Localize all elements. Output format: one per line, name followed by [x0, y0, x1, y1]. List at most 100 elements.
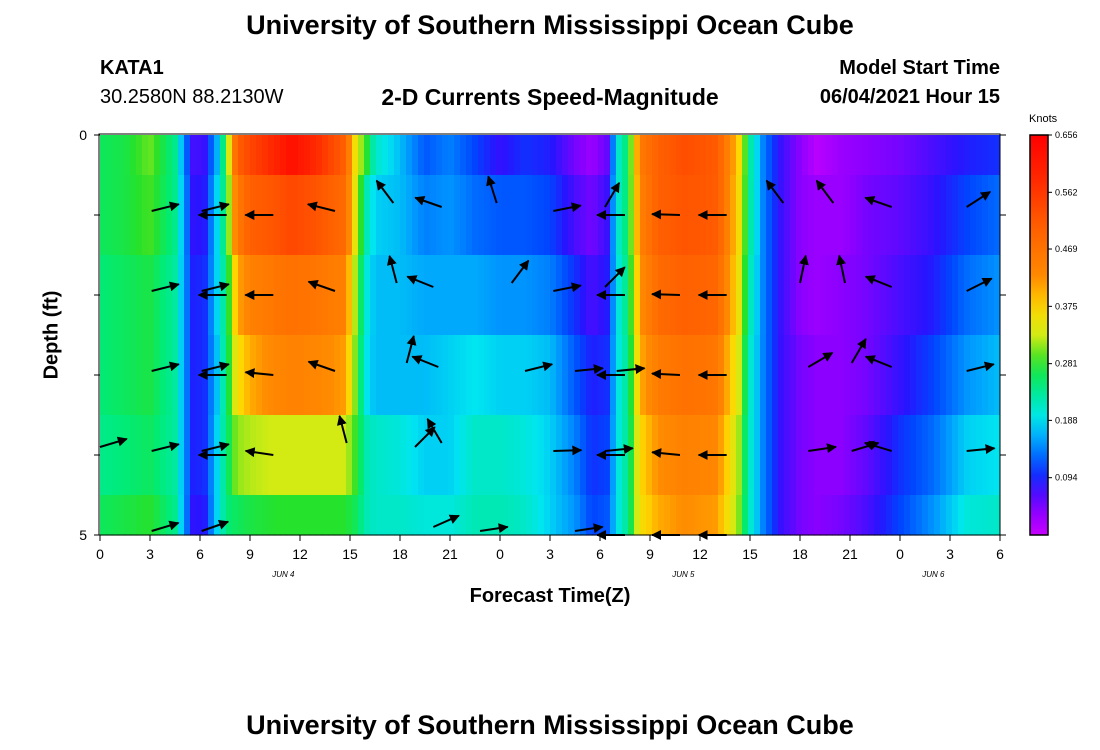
heatmap-cell: [142, 335, 149, 416]
heatmap-cell: [352, 175, 359, 256]
heatmap-cell: [124, 255, 131, 336]
heatmap-cell: [688, 255, 695, 336]
heatmap-cell: [274, 135, 281, 176]
heatmap-cell: [814, 415, 821, 496]
heatmap-cell: [646, 135, 653, 176]
heatmap-cell: [382, 495, 389, 536]
heatmap-cell: [544, 415, 551, 496]
heatmap-cell: [478, 415, 485, 496]
heatmap-cell: [586, 175, 593, 256]
current-vector: [336, 414, 348, 444]
heatmap-cell: [454, 175, 461, 256]
heatmap-cell: [178, 335, 185, 416]
heatmap-cell: [772, 175, 779, 256]
heatmap-cell: [502, 415, 509, 496]
heatmap-cell: [256, 135, 263, 176]
heatmap-cell: [550, 335, 557, 416]
heatmap-cell: [772, 415, 779, 496]
heatmap-cell: [388, 135, 395, 176]
heatmap-cell: [886, 175, 893, 256]
heatmap-cell: [856, 335, 863, 416]
heatmap-cell: [700, 135, 707, 176]
heatmap-cell: [874, 335, 881, 416]
heatmap-cell: [478, 255, 485, 336]
colorbar-tick-label: 0.375: [1055, 301, 1078, 311]
heatmap-cell: [814, 255, 821, 336]
heatmap-cell: [220, 135, 227, 176]
current-vector: [151, 281, 180, 292]
heatmap-cell: [340, 175, 347, 256]
heatmap-cell: [232, 255, 239, 336]
heatmap-cell: [202, 135, 209, 176]
heatmap-cell: [622, 335, 629, 416]
heatmap-cell: [826, 495, 833, 536]
heatmap-cell: [346, 415, 353, 496]
heatmap-cell: [724, 415, 731, 496]
heatmap-cell: [736, 495, 743, 536]
heatmap-cell: [376, 335, 383, 416]
current-vector: [553, 282, 582, 293]
heatmap-cell: [646, 335, 653, 416]
current-vector: [411, 355, 439, 368]
heatmap-cell: [184, 415, 191, 496]
x-tick-label: 3: [946, 546, 954, 562]
heatmap-cell: [694, 495, 701, 536]
current-vector: [151, 361, 180, 372]
heatmap-cell: [730, 175, 737, 256]
heatmap-cell: [406, 135, 413, 176]
heatmap-cell: [688, 415, 695, 496]
heatmap-cell: [142, 495, 149, 536]
heatmap-cell: [382, 175, 389, 256]
heatmap-cell: [898, 255, 905, 336]
heatmap-cell: [376, 135, 383, 176]
heatmap-cell: [880, 415, 887, 496]
heatmap-cell: [778, 415, 785, 496]
heatmap-cell: [298, 135, 305, 176]
heatmap-cell: [310, 255, 317, 336]
heatmap-cell: [586, 415, 593, 496]
heatmap-cell: [694, 135, 701, 176]
current-vector: [966, 190, 992, 208]
heatmap-cell: [532, 135, 539, 176]
current-vectors: [99, 175, 996, 540]
heatmap-cell: [346, 495, 353, 536]
heatmap-cell: [616, 495, 623, 536]
heatmap-cell: [118, 135, 125, 176]
heatmap-cell: [622, 135, 629, 176]
heatmap-cell: [958, 255, 965, 336]
heatmap-cell: [808, 135, 815, 176]
heatmap-cell: [664, 415, 671, 496]
heatmap-cell: [532, 175, 539, 256]
heatmap-cell: [520, 135, 527, 176]
heatmap-cell: [358, 415, 365, 496]
x-tick-label: 6: [996, 546, 1004, 562]
heatmap-cell: [940, 495, 947, 536]
heatmap-cell: [754, 135, 761, 176]
heatmap-cell: [544, 175, 551, 256]
heatmap-cell: [754, 415, 761, 496]
x-tick-label: 6: [596, 546, 604, 562]
heatmap-cell: [244, 495, 251, 536]
heatmap-cell: [436, 335, 443, 416]
heatmap-cell: [832, 255, 839, 336]
heatmap-cell: [568, 495, 575, 536]
heatmap-cell: [694, 255, 701, 336]
heatmap-cell: [712, 495, 719, 536]
heatmap-cell: [460, 255, 467, 336]
heatmap-cell: [838, 415, 845, 496]
heatmap-cell: [664, 495, 671, 536]
current-vector: [244, 447, 274, 458]
current-vector: [151, 441, 180, 452]
heatmap-cell: [400, 135, 407, 176]
current-vector: [651, 369, 681, 380]
heatmap-cell: [400, 335, 407, 416]
current-vector: [574, 523, 604, 534]
heatmap-cell: [100, 255, 107, 336]
heatmap-cell: [934, 175, 941, 256]
heatmap-cell: [724, 175, 731, 256]
heatmap-cell: [820, 255, 827, 336]
heatmap-cell: [496, 335, 503, 416]
heatmap-cell: [562, 135, 569, 176]
heatmap-cell: [988, 175, 995, 256]
heatmap-cell: [544, 255, 551, 336]
